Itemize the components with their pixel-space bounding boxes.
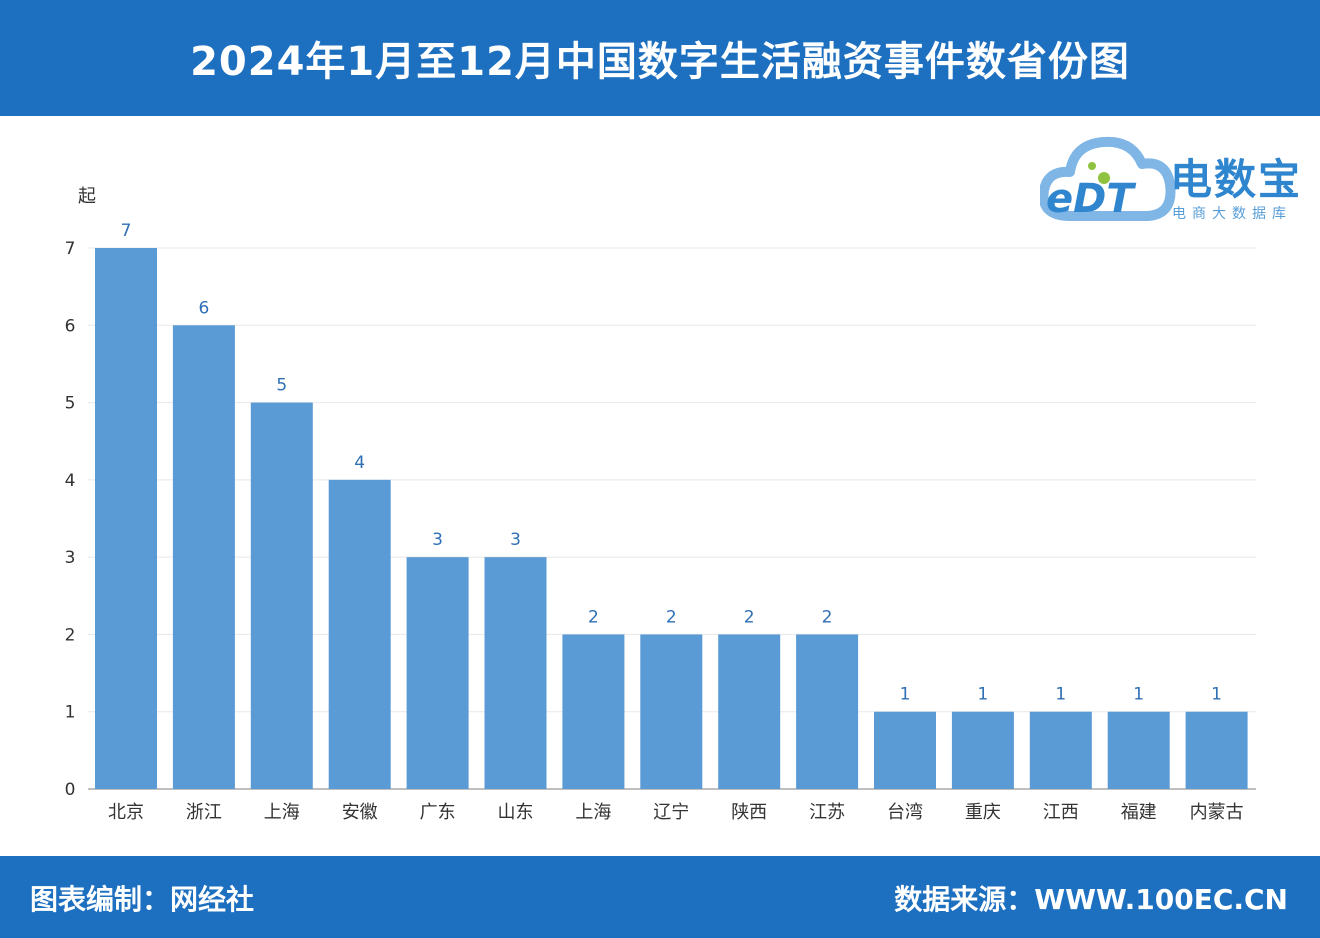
y-tick-label: 5 [65, 394, 76, 414]
bar [172, 325, 235, 789]
bar [640, 634, 703, 789]
x-tick-label: 北京 [108, 802, 144, 823]
bar [1029, 711, 1092, 789]
chart-footer: 图表编制：网经社 数据来源：WWW.100EC.CN [0, 856, 1320, 938]
bar [562, 634, 625, 789]
bar-value-label: 2 [588, 607, 599, 627]
x-tick-label: 上海 [264, 802, 300, 823]
y-tick-label: 4 [65, 471, 76, 491]
cloud-logo-icon: eDT [1040, 136, 1176, 222]
y-tick-label: 6 [65, 316, 76, 336]
x-tick-label: 广东 [420, 802, 456, 823]
x-tick-label: 安徽 [342, 802, 378, 823]
bar-value-label: 6 [198, 298, 209, 318]
bar-value-label: 3 [432, 530, 443, 550]
y-tick-label: 1 [65, 703, 76, 723]
bar-value-label: 7 [121, 221, 132, 241]
logo-brand: 电数宝 [1170, 155, 1303, 204]
bar [1185, 711, 1248, 789]
chart-header: 2024年1月至12月中国数字生活融资事件数省份图 [0, 0, 1320, 116]
bar-value-label: 1 [1133, 685, 1144, 705]
x-tick-label: 台湾 [887, 802, 923, 823]
bar-value-label: 4 [354, 453, 365, 473]
x-tick-label: 内蒙古 [1190, 802, 1244, 823]
bar [1107, 711, 1170, 789]
bar [484, 557, 547, 789]
bar-value-label: 1 [1211, 685, 1222, 705]
x-tick-label: 山东 [498, 802, 534, 823]
x-tick-label: 江西 [1043, 802, 1079, 823]
bar [718, 634, 781, 789]
footer-source: 数据来源：WWW.100EC.CN [894, 883, 1288, 916]
x-tick-label: 陕西 [731, 802, 767, 823]
bar [951, 711, 1014, 789]
bar-value-label: 2 [744, 607, 755, 627]
y-tick-label: 7 [65, 239, 76, 259]
bar-value-label: 1 [1055, 685, 1066, 705]
bar-value-label: 1 [977, 685, 988, 705]
x-tick-label: 重庆 [965, 802, 1001, 823]
x-tick-label: 江苏 [809, 802, 845, 823]
logo-subtitle: 电商大数据库 [1172, 206, 1292, 222]
bar [328, 479, 391, 789]
chart-title: 2024年1月至12月中国数字生活融资事件数省份图 [190, 39, 1130, 85]
x-tick-label: 上海 [575, 802, 611, 823]
y-tick-label: 3 [65, 548, 76, 568]
x-tick-label: 辽宁 [653, 802, 689, 823]
bar-value-label: 3 [510, 530, 521, 550]
y-tick-label: 0 [65, 780, 76, 800]
bar [874, 711, 936, 789]
bar-value-label: 5 [276, 376, 287, 396]
x-tick-label: 福建 [1121, 802, 1157, 823]
x-tick-label: 浙江 [186, 802, 222, 823]
bar-value-label: 2 [666, 607, 677, 627]
bar-value-label: 2 [822, 607, 833, 627]
y-tick-label: 2 [65, 625, 76, 645]
bar [796, 634, 859, 789]
bar-value-label: 1 [900, 685, 911, 705]
y-axis-unit-label: 起 [78, 186, 96, 207]
footer-credit: 图表编制：网经社 [30, 883, 255, 916]
bar [250, 402, 313, 789]
bar [406, 557, 469, 789]
logo-mark: eDT [1046, 176, 1136, 222]
bar [95, 248, 157, 789]
